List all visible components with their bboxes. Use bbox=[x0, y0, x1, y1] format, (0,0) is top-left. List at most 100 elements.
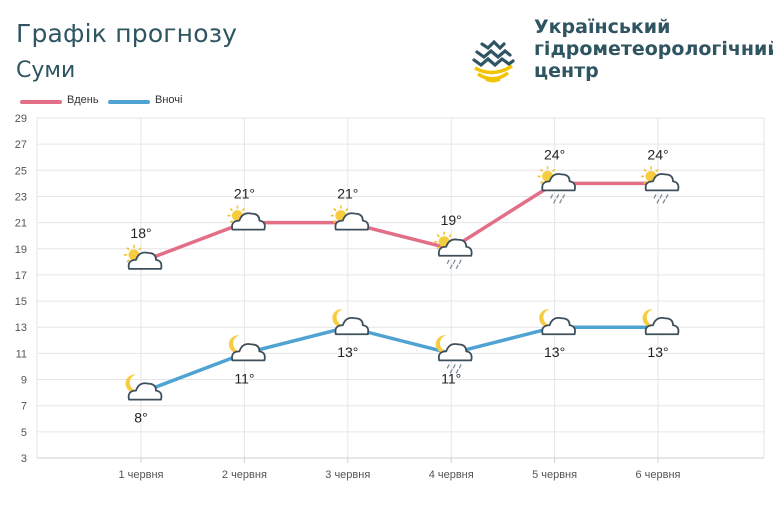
y-tick-label: 7 bbox=[21, 401, 27, 413]
rain-drop bbox=[556, 194, 560, 199]
rain-drop bbox=[665, 194, 669, 199]
night-temp-label: 13° bbox=[337, 344, 358, 360]
moon-cloud-icon bbox=[332, 309, 370, 336]
rain-drop bbox=[656, 199, 660, 204]
cloud-shape bbox=[437, 238, 473, 257]
moon-cloud-icon bbox=[642, 309, 680, 336]
cloud-shape bbox=[334, 212, 370, 231]
night-temp-label: 11° bbox=[441, 370, 461, 386]
day-temp-label: 18° bbox=[130, 225, 151, 241]
moon-crescent bbox=[125, 374, 140, 393]
sun-ray bbox=[539, 180, 544, 185]
y-tick-label: 9 bbox=[21, 375, 27, 387]
rain-drop bbox=[550, 194, 554, 199]
night-series-line bbox=[140, 325, 658, 395]
moon-crescent bbox=[228, 335, 244, 354]
legend-swatch-day bbox=[20, 100, 62, 104]
x-tick-label: 6 червня bbox=[635, 469, 680, 481]
city-name: Суми bbox=[16, 58, 76, 83]
cloud-shape bbox=[231, 212, 266, 231]
sun-ray bbox=[333, 207, 337, 212]
moon-cloud-icon bbox=[228, 335, 266, 362]
x-tick-label: 1 червня bbox=[118, 469, 163, 481]
cloud-shape bbox=[644, 173, 680, 192]
moon-crescent bbox=[642, 309, 657, 328]
moon-cloud-icon bbox=[539, 309, 576, 336]
rain-drop bbox=[553, 199, 557, 204]
cloud-shape bbox=[644, 317, 680, 336]
sun-ray bbox=[229, 207, 234, 212]
org-line-3: центр bbox=[534, 60, 599, 82]
sun-cloud-rain-icon bbox=[641, 166, 680, 204]
sun-cloud-rain-icon bbox=[434, 231, 473, 270]
day-temp-label: 24° bbox=[544, 146, 565, 162]
rain-drop bbox=[452, 259, 456, 265]
legend-label-night: Вночі bbox=[155, 94, 183, 106]
cloud-shape bbox=[127, 251, 163, 270]
y-tick-label: 19 bbox=[15, 244, 27, 256]
org-line-1: Український bbox=[534, 16, 671, 38]
legend-swatch-night bbox=[108, 100, 150, 104]
rain-drop bbox=[653, 194, 657, 199]
sun-ray bbox=[539, 168, 544, 173]
y-tick-label: 17 bbox=[15, 270, 27, 282]
sun-ray bbox=[448, 234, 452, 238]
y-tick-label: 5 bbox=[21, 427, 27, 439]
night-temp-label: 11° bbox=[234, 370, 254, 386]
day-temp-label: 24° bbox=[647, 146, 668, 162]
sun-ray bbox=[126, 247, 130, 251]
x-tick-label: 2 червня bbox=[222, 469, 267, 481]
rain-drop bbox=[446, 259, 450, 265]
day-temp-label: 19° bbox=[441, 212, 462, 228]
rain-drop bbox=[562, 194, 566, 199]
organization-name: Український гідрометеорологічний центр bbox=[534, 16, 773, 82]
y-tick-label: 11 bbox=[16, 348, 27, 360]
rain-drop bbox=[455, 264, 459, 270]
day-temp-label: 21° bbox=[234, 186, 255, 202]
rain-drop bbox=[455, 369, 459, 374]
y-tick-label: 3 bbox=[21, 453, 27, 465]
legend-label-day: Вдень bbox=[67, 94, 99, 106]
y-tick-label: 13 bbox=[15, 322, 27, 334]
night-temp-label: 13° bbox=[544, 344, 565, 360]
rain-drop bbox=[458, 364, 462, 369]
x-tick-label: 5 червня bbox=[532, 469, 577, 481]
sun-ray bbox=[229, 219, 234, 224]
y-tick-label: 15 bbox=[15, 296, 27, 308]
cloud-shape bbox=[231, 343, 266, 362]
sun-ray bbox=[436, 246, 440, 250]
x-tick-label: 4 червня bbox=[429, 469, 474, 481]
rain-drop bbox=[559, 199, 563, 204]
y-tick-label: 27 bbox=[15, 139, 27, 151]
rain-drop bbox=[659, 194, 663, 199]
moon-cloud-rain-icon bbox=[435, 335, 473, 374]
grid bbox=[36, 117, 765, 459]
sun-cloud-icon bbox=[330, 205, 370, 231]
sun-ray bbox=[643, 180, 647, 185]
moon-crescent bbox=[539, 309, 554, 328]
night-temp-label: 8° bbox=[134, 410, 147, 426]
sun-ray bbox=[551, 168, 556, 173]
cloud-shape bbox=[541, 173, 576, 192]
ugmc-logo-icon bbox=[472, 24, 515, 83]
rain-drop bbox=[452, 364, 456, 369]
y-tick-label: 29 bbox=[15, 113, 27, 125]
cloud-shape bbox=[437, 343, 473, 362]
cloud-shape bbox=[541, 317, 576, 336]
sun-ray bbox=[655, 168, 659, 173]
night-temp-label: 13° bbox=[647, 344, 668, 360]
y-tick-label: 23 bbox=[15, 191, 27, 203]
sun-ray bbox=[138, 247, 142, 251]
rain-drop bbox=[449, 369, 453, 374]
sun-ray bbox=[436, 234, 440, 238]
sun-cloud-rain-icon bbox=[537, 166, 576, 204]
rain-drop bbox=[446, 364, 450, 369]
sun-ray bbox=[333, 219, 337, 224]
cloud-shape bbox=[334, 317, 370, 336]
moon-cloud-icon bbox=[125, 374, 163, 401]
rain-drop bbox=[662, 199, 666, 204]
y-tick-label: 25 bbox=[15, 165, 27, 177]
org-line-2: гідрометеорологічний bbox=[534, 38, 773, 60]
moon-crescent bbox=[435, 335, 451, 354]
